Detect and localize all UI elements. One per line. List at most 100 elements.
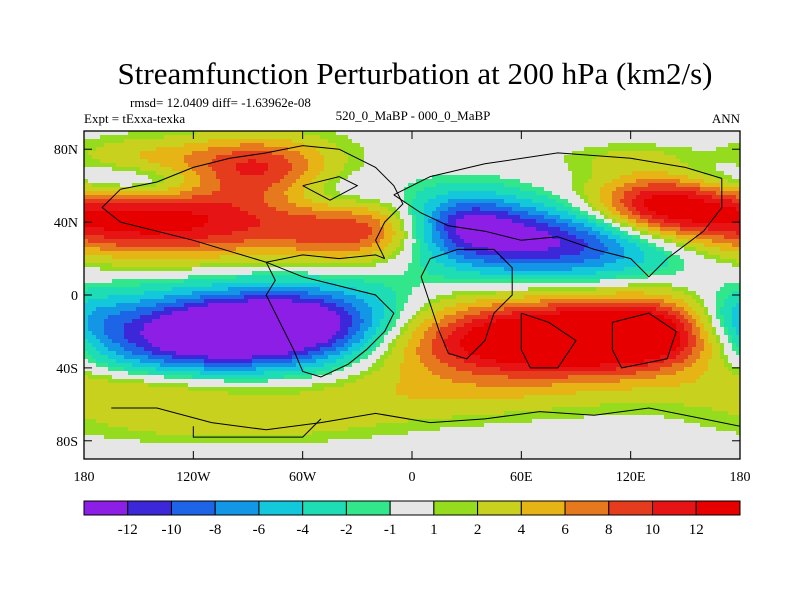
field-cell xyxy=(356,247,361,252)
field-cell xyxy=(304,139,309,144)
field-cell xyxy=(636,227,641,232)
field-cell xyxy=(476,171,481,176)
field-cell xyxy=(416,231,421,236)
field-cell xyxy=(656,155,661,160)
field-cell xyxy=(120,251,125,256)
field-cell xyxy=(352,235,357,240)
field-cell xyxy=(256,179,261,184)
field-cell xyxy=(604,191,609,196)
field-cell xyxy=(340,251,345,256)
field-cell xyxy=(532,131,537,136)
field-cell xyxy=(288,247,293,252)
field-cell xyxy=(388,183,393,188)
field-cell xyxy=(436,135,441,140)
field-cell xyxy=(348,227,353,232)
field-cell xyxy=(244,215,249,220)
field-cell xyxy=(660,167,665,172)
field-cell xyxy=(308,179,313,184)
field-cell xyxy=(624,171,629,176)
field-cell xyxy=(620,227,625,232)
field-cell xyxy=(188,167,193,172)
field-cell xyxy=(100,131,105,136)
field-cell xyxy=(468,235,473,240)
field-cell xyxy=(228,167,233,172)
field-cell xyxy=(500,235,505,240)
field-cell xyxy=(192,151,197,156)
field-cell xyxy=(716,215,721,220)
field-cell xyxy=(584,231,589,236)
field-cell xyxy=(192,223,197,228)
field-cell xyxy=(656,159,661,164)
field-cell xyxy=(276,227,281,232)
field-cell xyxy=(380,167,385,172)
field-cell xyxy=(416,207,421,212)
field-cell xyxy=(536,195,541,200)
field-cell xyxy=(244,167,249,172)
field-cell xyxy=(556,187,561,192)
field-cell xyxy=(384,235,389,240)
field-cell xyxy=(688,187,693,192)
field-cell xyxy=(488,135,493,140)
field-cell xyxy=(424,159,429,164)
field-cell xyxy=(696,219,701,224)
field-cell xyxy=(600,187,605,192)
field-cell xyxy=(528,139,533,144)
field-cell xyxy=(640,195,645,200)
field-cell xyxy=(368,171,373,176)
field-cell xyxy=(116,195,121,200)
field-cell xyxy=(688,139,693,144)
field-cell xyxy=(356,203,361,208)
field-cell xyxy=(144,199,149,204)
field-cell xyxy=(188,163,193,168)
field-cell xyxy=(308,243,313,248)
field-cell xyxy=(416,183,421,188)
field-cell xyxy=(468,215,473,220)
field-cell xyxy=(480,235,485,240)
field-cell xyxy=(312,251,317,256)
field-cell xyxy=(624,179,629,184)
field-cell xyxy=(128,135,133,140)
field-cell xyxy=(724,171,729,176)
field-cell xyxy=(436,187,441,192)
field-cell xyxy=(168,155,173,160)
field-cell xyxy=(384,199,389,204)
field-cell xyxy=(272,147,277,152)
field-cell xyxy=(512,203,517,208)
field-cell xyxy=(688,227,693,232)
field-cell xyxy=(676,223,681,228)
field-cell xyxy=(472,167,477,172)
field-cell xyxy=(240,191,245,196)
field-cell xyxy=(120,207,125,212)
field-cell xyxy=(84,235,89,240)
field-cell xyxy=(348,139,353,144)
field-cell xyxy=(660,195,665,200)
field-cell xyxy=(620,143,625,148)
field-cell xyxy=(504,139,509,144)
field-cell xyxy=(316,171,321,176)
field-cell xyxy=(488,195,493,200)
field-cell xyxy=(428,239,433,244)
field-cell xyxy=(620,163,625,168)
field-cell xyxy=(260,247,265,252)
field-cell xyxy=(196,135,201,140)
field-cell xyxy=(216,191,221,196)
field-cell xyxy=(380,239,385,244)
field-cell xyxy=(140,143,145,148)
field-cell xyxy=(720,247,725,252)
field-cell xyxy=(160,247,165,252)
field-cell xyxy=(252,151,257,156)
field-cell xyxy=(168,163,173,168)
field-cell xyxy=(340,143,345,148)
field-cell xyxy=(180,203,185,208)
field-cell xyxy=(504,155,509,160)
field-cell xyxy=(244,163,249,168)
field-cell xyxy=(568,131,573,136)
field-cell xyxy=(452,171,457,176)
field-cell xyxy=(568,211,573,216)
field-cell xyxy=(616,139,621,144)
field-cell xyxy=(236,227,241,232)
field-cell xyxy=(524,203,529,208)
field-cell xyxy=(296,227,301,232)
field-cell xyxy=(164,155,169,160)
field-cell xyxy=(504,231,509,236)
